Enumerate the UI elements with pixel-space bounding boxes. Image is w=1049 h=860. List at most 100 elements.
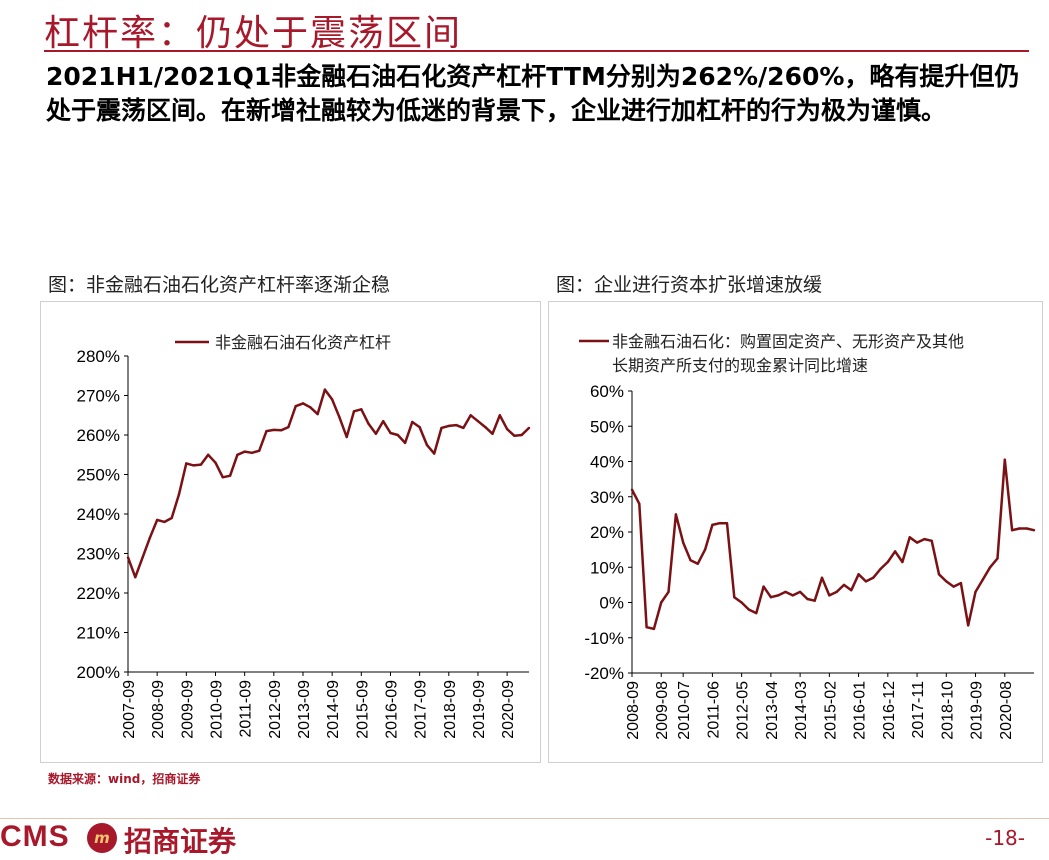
c2-data-point [674, 513, 678, 516]
c1-data-point [265, 429, 268, 433]
c1-data-point [236, 453, 239, 456]
c2-data-point [711, 523, 714, 527]
c2-data-point [798, 590, 802, 594]
c2-x-tick-label: 2018-10 [939, 681, 956, 740]
c2-data-point [901, 560, 904, 564]
c2-x-tick-label: 2017-11 [910, 681, 927, 739]
c2-data-point [879, 567, 882, 571]
c2-data-point [945, 580, 948, 583]
c1-data-point [279, 429, 283, 432]
logo-mark-icon: m [87, 823, 117, 853]
c2-data-point [886, 560, 889, 564]
c1-x-tick-label: 2014-09 [325, 680, 342, 739]
c2-x-tick-label: 2016-01 [852, 681, 869, 740]
c1-y-tick-label: 230% [77, 545, 120, 564]
c1-data-point [294, 405, 297, 408]
c2-data-point [996, 557, 999, 560]
c2-data-point [667, 590, 670, 594]
c1-data-point [126, 556, 130, 559]
c1-x-tick-label: 2018-09 [442, 680, 459, 739]
c2-data-point [850, 589, 853, 592]
chart2-legend: 非金融石油石化：购置固定资产、无形资产及其他长期资产所支付的现金累计同比增速 [579, 333, 964, 375]
title-divider [44, 50, 1029, 52]
c2-data-point [718, 522, 721, 525]
chart1-tick-labels: 200% 210% 220% 230% 240% 250% 260% 270% 280% 2007… [77, 347, 518, 739]
chart2-series [630, 458, 1036, 631]
c1-data-point [513, 434, 516, 437]
c1-data-point [323, 388, 327, 391]
c1-data-point [185, 462, 188, 465]
c1-data-point [309, 406, 312, 409]
c1-data-point [454, 423, 458, 427]
c1-data-point [462, 426, 465, 430]
c2-data-point [769, 596, 773, 599]
c1-x-tick-label: 2016-09 [383, 680, 400, 739]
c1-x-tick-label: 2012-09 [267, 680, 284, 739]
c2-y-tick-label: -20% [584, 664, 624, 683]
c2-data-point [755, 611, 758, 615]
c1-data-point [148, 536, 152, 539]
c2-data-point [762, 585, 765, 588]
c1-data-point [491, 432, 494, 435]
c1-data-point [170, 516, 173, 520]
c2-y-tick-label: 20% [590, 523, 624, 542]
c2-data-point [777, 594, 780, 597]
c1-x-tick-label: 2019-09 [471, 680, 488, 739]
c2-data-point [857, 573, 860, 576]
c2-data-point [660, 601, 663, 604]
c1-x-tick-label: 2010-09 [208, 680, 225, 739]
c2-x-tick-label: 2008-09 [625, 681, 642, 740]
c2-data-point [725, 522, 729, 525]
c1-data-point [301, 402, 305, 405]
data-source-note: 数据来源：wind，招商证券 [48, 772, 201, 786]
chart1-series [126, 388, 531, 579]
c1-data-point [258, 449, 261, 452]
c2-data-point [930, 539, 933, 542]
c1-x-tick-label: 2009-09 [179, 680, 196, 739]
c2-y-tick-label: 30% [590, 488, 624, 507]
c2-data-point [915, 541, 919, 544]
c1-data-point [177, 493, 181, 496]
c1-x-tick-label: 2008-09 [150, 680, 167, 739]
footer-divider [0, 818, 1049, 819]
c2-data-point [784, 590, 787, 594]
c2-data-point [842, 583, 846, 587]
c2-data-point [813, 599, 816, 602]
chart1-axes [124, 355, 529, 676]
c2-data-point [835, 590, 838, 594]
c2-data-point [967, 624, 970, 627]
c1-x-tick-label: 2011-09 [238, 680, 255, 738]
c1-data-point [345, 435, 348, 439]
c2-y-tick-label: 0% [599, 594, 624, 613]
c2-x-tick-label: 2020-08 [998, 681, 1015, 740]
c1-data-point [418, 425, 421, 429]
c2-y-tick-label: 60% [590, 382, 624, 401]
page-number: -18- [985, 826, 1025, 850]
c1-y-tick-label: 240% [77, 505, 120, 524]
c2-series-line [630, 458, 1035, 631]
c1-data-point [520, 433, 523, 437]
page-title: 杠杆率：仍处于震荡区间 [44, 13, 463, 54]
c2-data-point [937, 573, 941, 576]
c1-y-tick-label: 270% [77, 387, 120, 406]
c2-data-point [893, 550, 897, 553]
c1-data-point [352, 410, 356, 413]
c1-data-point [425, 443, 429, 447]
c2-data-point [645, 626, 648, 629]
c2-data-point [981, 578, 984, 581]
c1-x-tick-label: 2015-09 [354, 680, 371, 739]
c2-y-tick-label: 40% [590, 453, 624, 472]
logo-chinese-text: 招商证券 [124, 825, 237, 858]
c2-data-point [923, 537, 926, 541]
c1-y-tick-label: 200% [77, 663, 120, 682]
c1-data-point [476, 420, 480, 423]
c2-data-point [988, 566, 992, 569]
c1-data-point [243, 450, 246, 453]
c1-data-point [505, 427, 509, 431]
c1-x-tick-label: 2013-09 [296, 680, 313, 739]
c2-data-point [974, 590, 977, 594]
c2-x-tick-label: 2014-03 [793, 681, 810, 740]
chart2-title: 图：企业进行资本扩张增速放缓 [556, 274, 823, 296]
c1-x-tick-label: 2007-09 [121, 680, 138, 739]
c1-data-point [156, 518, 159, 522]
